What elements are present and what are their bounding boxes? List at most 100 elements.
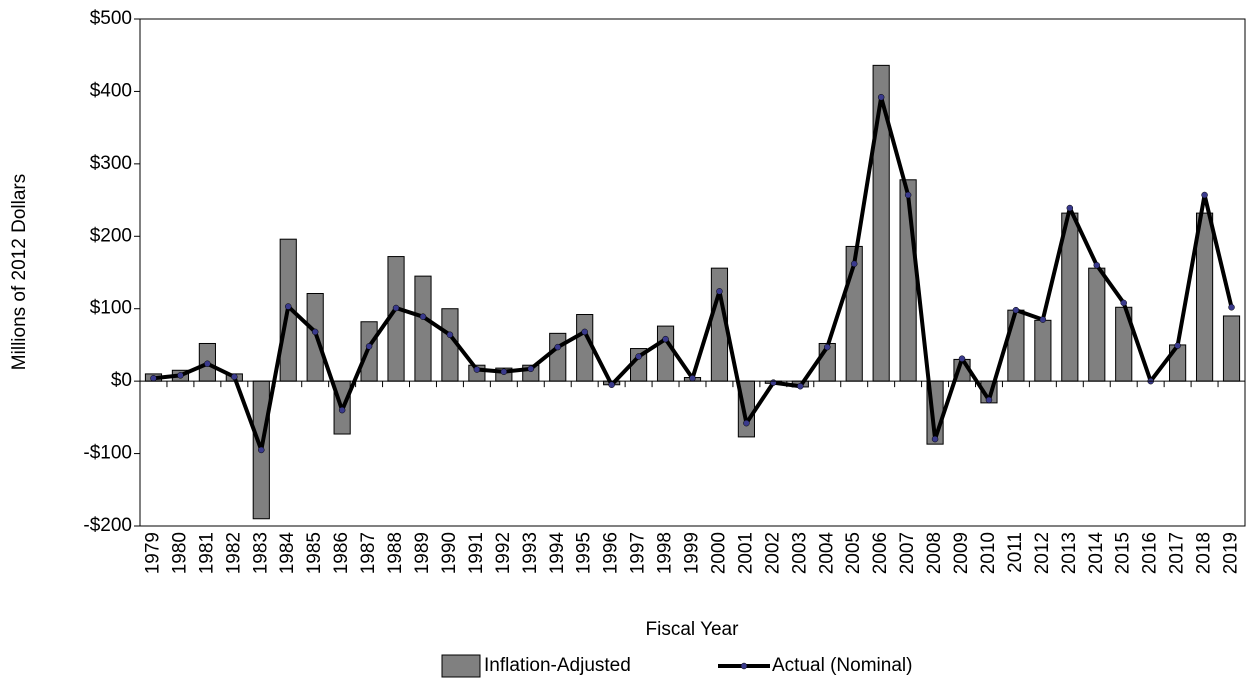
line-marker (1039, 316, 1047, 323)
x-tick-label: 2016 (1140, 532, 1161, 574)
x-tick-label: 2018 (1194, 532, 1215, 574)
x-tick-label: 2012 (1032, 532, 1053, 574)
line-marker (1093, 262, 1101, 269)
line-marker (1120, 299, 1127, 307)
bar (1007, 309, 1025, 382)
line-marker (311, 328, 319, 336)
line-marker (554, 343, 561, 351)
y-tick-label: $200 (90, 225, 132, 246)
line-marker (1201, 191, 1208, 199)
x-tick-label: 2010 (978, 532, 999, 574)
y-tick-label: $400 (90, 80, 132, 101)
x-tick-label: 1991 (466, 532, 487, 574)
x-tick-label: 1994 (547, 532, 568, 575)
x-tick-label: 1997 (628, 532, 649, 574)
x-tick-label: 2007 (897, 532, 918, 574)
y-tick-label: -$200 (83, 515, 132, 536)
line-marker (662, 335, 669, 343)
x-tick-label: 2005 (843, 532, 864, 574)
line-marker (931, 435, 939, 443)
x-tick-label: 1990 (439, 532, 460, 574)
x-tick-label: 2006 (870, 532, 891, 574)
legend-swatch (441, 654, 481, 678)
line-marker (500, 368, 508, 375)
line-marker (284, 303, 292, 310)
line-marker (177, 372, 184, 379)
bar (1195, 212, 1214, 382)
x-tick-label: 2017 (1167, 532, 1188, 574)
x-tick-label: 2008 (924, 532, 945, 574)
bar (549, 332, 567, 382)
plot-frame (139, 18, 1246, 527)
x-tick-label: 2011 (1005, 532, 1026, 573)
line-marker (150, 374, 157, 382)
line-marker (743, 419, 750, 427)
line-marker (797, 382, 804, 390)
line-marker (904, 191, 912, 199)
line-marker (1228, 304, 1235, 311)
x-tick-label: 1986 (331, 532, 352, 574)
x-tick-label: 1979 (142, 532, 163, 574)
legend-marker (740, 662, 748, 670)
line-marker (258, 446, 265, 454)
y-axis-title: Millions of 2012 Dollars (9, 174, 30, 370)
x-tick-label: 2015 (1113, 532, 1134, 574)
line-marker (958, 355, 966, 362)
x-tick-label: 1999 (682, 532, 703, 574)
line-marker (365, 343, 373, 350)
x-tick-label: 1995 (574, 532, 595, 574)
x-tick-label: 1989 (412, 532, 433, 574)
line-marker (338, 406, 346, 414)
x-tick-label: 2004 (816, 532, 837, 575)
bar (1222, 315, 1241, 382)
x-tick-label: 2001 (735, 532, 756, 574)
line-marker (770, 379, 777, 386)
line-marker (1012, 306, 1020, 314)
y-tick-label: -$100 (83, 443, 132, 464)
line-marker (1174, 342, 1181, 349)
line-marker (581, 328, 588, 336)
x-axis-title: Fiscal Year (646, 619, 740, 640)
x-tick-label: 1985 (304, 532, 325, 574)
bar (576, 314, 594, 382)
line-marker (824, 343, 831, 351)
y-tick-label: $500 (90, 8, 132, 29)
bar (656, 325, 675, 382)
line-marker (231, 373, 238, 381)
x-tick-label: 1987 (358, 532, 379, 574)
x-tick-label: 1982 (223, 532, 244, 574)
line-marker (446, 331, 454, 339)
line-marker (204, 360, 211, 368)
legend-label: Actual (Nominal) (772, 655, 912, 676)
x-tick-label: 1984 (277, 532, 298, 575)
x-tick-label: 2003 (789, 532, 810, 574)
line-marker (716, 288, 723, 295)
line-marker (608, 381, 615, 389)
x-tick-label: 1981 (196, 532, 217, 574)
x-tick-label: 2014 (1086, 532, 1107, 575)
line-marker (689, 374, 696, 382)
x-tick-label: 1992 (493, 532, 514, 574)
x-tick-label: 1998 (655, 532, 676, 574)
line-marker (392, 304, 400, 312)
y-tick-label: $100 (90, 298, 132, 319)
line-marker (877, 93, 885, 101)
x-tick-label: 1996 (601, 532, 622, 574)
x-tick-label: 1980 (169, 532, 190, 574)
line-marker (527, 365, 535, 373)
y-tick-label: $0 (111, 370, 132, 391)
legend-label: Inflation-Adjusted (484, 655, 631, 676)
x-tick-label: 1993 (520, 532, 541, 574)
line-marker (473, 366, 481, 373)
x-tick-label: 2019 (1221, 532, 1242, 574)
line-marker (419, 313, 427, 320)
bar (1088, 267, 1106, 382)
x-tick-label: 1988 (385, 532, 406, 574)
line-marker (985, 396, 993, 404)
y-tick-label: $300 (90, 153, 132, 174)
x-tick-label: 1983 (250, 532, 271, 574)
x-tick-label: 2002 (762, 532, 783, 574)
line-marker (1066, 204, 1074, 212)
bar (1034, 319, 1052, 382)
